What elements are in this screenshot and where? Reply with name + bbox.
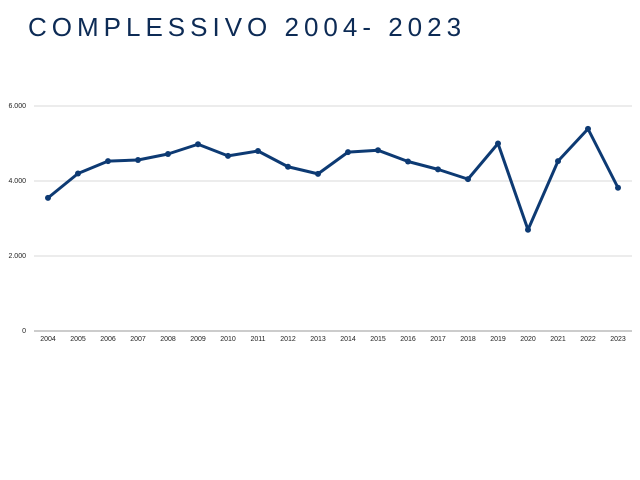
- x-tick-label: 2005: [70, 336, 86, 343]
- x-tick-label: 2020: [520, 336, 536, 343]
- data-point: [615, 184, 621, 191]
- data-point: [45, 194, 51, 201]
- x-tick-label: 2022: [580, 336, 596, 343]
- series-layer: [45, 125, 621, 233]
- gridlines: [34, 105, 632, 332]
- y-tick-label: 2.000: [8, 253, 26, 260]
- data-point: [465, 176, 471, 183]
- y-axis-ticks: 0 2.000 4.000 6.000: [8, 103, 26, 335]
- data-point: [585, 125, 591, 132]
- x-tick-label: 2023: [610, 336, 626, 343]
- x-tick-label: 2010: [220, 336, 236, 343]
- x-tick-label: 2008: [160, 336, 176, 343]
- data-point: [315, 170, 321, 177]
- data-point: [435, 166, 441, 173]
- data-point: [555, 158, 561, 165]
- x-tick-label: 2006: [100, 336, 116, 343]
- x-tick-label: 2018: [460, 336, 476, 343]
- y-tick-label: 6.000: [8, 103, 26, 110]
- x-tick-label: 2007: [130, 336, 146, 343]
- data-point: [375, 147, 381, 154]
- x-axis-ticks: 2004 2005 2006 2007 2008 2009 2010 2011 2012 2013…: [40, 336, 626, 343]
- data-point: [75, 170, 81, 177]
- x-tick-label: 2021: [550, 336, 566, 343]
- x-tick-label: 2015: [370, 336, 386, 343]
- data-point: [345, 149, 351, 156]
- x-tick-label: 2013: [310, 336, 326, 343]
- y-tick-label: 4.000: [8, 178, 26, 185]
- x-tick-label: 2017: [430, 336, 446, 343]
- data-point: [135, 157, 141, 163]
- data-point: [525, 226, 531, 233]
- x-tick-label: 2016: [400, 336, 416, 343]
- x-tick-label: 2009: [190, 336, 206, 343]
- data-point: [255, 148, 261, 154]
- data-point: [495, 140, 501, 147]
- x-tick-label: 2014: [340, 336, 356, 343]
- data-point: [405, 158, 411, 165]
- data-point: [195, 141, 201, 148]
- series-line: [46, 127, 620, 232]
- data-point: [225, 152, 231, 159]
- x-tick-label: 2004: [40, 336, 56, 343]
- data-point: [105, 158, 111, 165]
- x-tick-label: 2011: [250, 336, 265, 343]
- chart-title: COMPLESSIVO 2004- 2023: [28, 12, 467, 42]
- data-point: [165, 151, 171, 157]
- x-tick-label: 2019: [490, 336, 506, 343]
- x-tick-label: 2012: [280, 336, 296, 343]
- y-tick-label: 0: [22, 328, 26, 335]
- data-point: [285, 163, 291, 170]
